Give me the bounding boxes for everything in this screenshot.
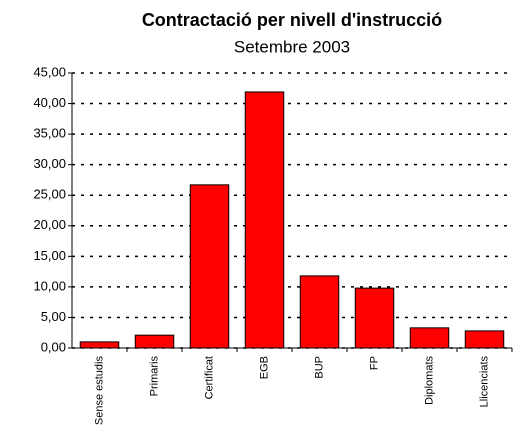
x-tick-label: Llicenciats bbox=[478, 356, 490, 408]
y-tick-label: 45,00 bbox=[33, 64, 66, 79]
x-tick-label: Diplomats bbox=[423, 356, 435, 405]
x-tick-label: BUP bbox=[313, 356, 325, 379]
y-tick-label: 30,00 bbox=[33, 156, 66, 171]
y-tick-label: 10,00 bbox=[33, 278, 66, 293]
bar bbox=[409, 327, 450, 349]
bar bbox=[79, 341, 120, 349]
y-tick-label: 20,00 bbox=[33, 217, 66, 232]
x-tick-label: EGB bbox=[258, 356, 270, 379]
bar bbox=[189, 184, 230, 349]
x-tick-label: Primaris bbox=[148, 356, 160, 397]
x-tick-label: Certificat bbox=[203, 356, 215, 399]
bar bbox=[464, 330, 505, 349]
x-tick-label: FP bbox=[368, 356, 380, 370]
x-tick-label: Sense estudis bbox=[93, 356, 105, 426]
y-tick-label: 35,00 bbox=[33, 126, 66, 141]
y-tick-label: 25,00 bbox=[33, 187, 66, 202]
bar bbox=[134, 334, 175, 349]
y-tick-label: 15,00 bbox=[33, 248, 66, 263]
bar bbox=[244, 91, 285, 349]
y-tick-label: 5,00 bbox=[41, 309, 66, 324]
bar bbox=[354, 287, 395, 349]
y-tick-label: 40,00 bbox=[33, 95, 66, 110]
chart-title: Contractació per nivell d'instrucció bbox=[142, 10, 442, 30]
y-tick-label: 0,00 bbox=[41, 339, 66, 354]
chart-subtitle: Setembre 2003 bbox=[234, 37, 350, 56]
bar bbox=[299, 275, 340, 349]
